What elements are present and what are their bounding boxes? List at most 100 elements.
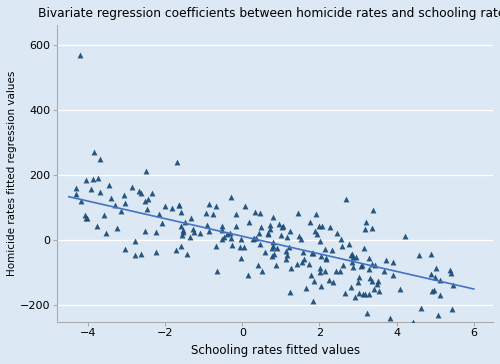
Point [264,230,272,236]
Point [227,194,235,200]
Point [364,290,372,296]
Point [316,269,324,275]
Point [249,236,257,242]
Point [179,229,187,235]
Point [330,280,338,285]
Point [282,248,290,254]
Point [82,178,90,183]
Point [132,238,140,244]
Point [307,272,315,278]
Point [364,266,372,272]
Point [120,200,128,206]
Point [252,235,260,241]
Point [366,275,374,281]
Point [339,262,347,268]
Point [436,292,444,298]
Point [300,257,308,262]
Point [306,219,314,225]
Point [308,250,316,256]
Point [213,268,221,274]
Point [272,262,280,268]
Point [279,223,287,229]
Point [333,230,341,236]
Point [190,229,198,234]
Point [269,243,277,249]
Point [268,253,276,258]
Point [244,219,252,225]
Point [152,249,160,255]
Point [256,224,264,230]
Point [106,195,114,201]
Point [322,256,330,262]
Point [374,278,382,284]
Point [158,221,166,226]
Point [302,285,310,291]
Point [428,288,436,294]
Point [72,185,80,191]
Point [349,264,357,269]
Point [448,306,456,312]
Point [258,268,266,273]
Point [205,229,213,234]
Point [176,202,184,208]
Point [80,212,88,218]
Point [358,291,366,297]
Point [449,282,457,288]
Point [142,167,150,173]
Point [374,288,382,294]
Point [76,198,84,204]
Point [88,176,96,182]
Point [308,250,316,256]
Point [272,245,280,251]
Point [121,246,129,252]
Point [96,156,104,162]
Point [430,274,438,280]
Point [136,190,144,196]
Point [255,230,263,236]
Point [172,247,180,253]
Point [218,236,226,242]
Point [415,252,423,258]
Title: Bivariate regression coefficients between homicide rates and schooling rates: Bivariate regression coefficients betwee… [38,7,500,20]
Point [120,192,128,198]
Point [368,278,376,284]
Point [212,243,220,249]
Point [268,245,276,251]
Point [417,305,425,311]
Point [298,236,306,242]
Point [175,202,183,208]
Point [336,269,344,274]
Point [88,187,96,193]
Point [336,236,344,242]
Point [354,279,362,285]
Point [218,223,226,229]
Point [237,236,245,242]
Point [310,278,318,284]
Point [228,242,236,248]
Point [256,210,264,216]
Point [90,149,98,155]
Point [168,205,176,211]
Point [226,230,234,236]
Point [250,236,258,241]
Point [298,259,306,265]
Point [111,202,119,208]
Point [236,255,244,261]
Point [355,274,363,280]
Point [436,277,444,282]
Point [177,223,185,229]
Point [209,211,217,217]
Point [309,298,317,304]
Point [338,242,346,248]
Y-axis label: Homicide rates fitted regression values: Homicide rates fitted regression values [7,71,17,276]
Point [218,227,226,233]
Point [93,223,101,229]
Point [427,252,435,257]
Point [196,230,204,236]
Point [288,265,296,270]
Point [352,254,360,260]
Point [140,228,148,234]
Point [117,209,125,214]
Point [358,262,366,268]
Point [374,281,382,286]
